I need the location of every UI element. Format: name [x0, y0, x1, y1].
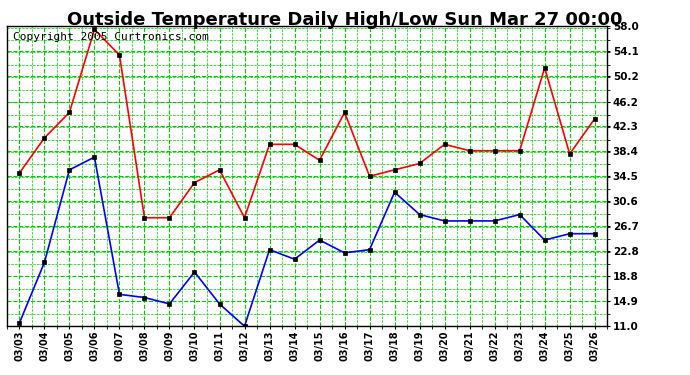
Text: Outside Temperature Daily High/Low Sun Mar 27 00:00: Outside Temperature Daily High/Low Sun M… [67, 11, 623, 29]
Text: Copyright 2005 Curtronics.com: Copyright 2005 Curtronics.com [13, 32, 208, 42]
